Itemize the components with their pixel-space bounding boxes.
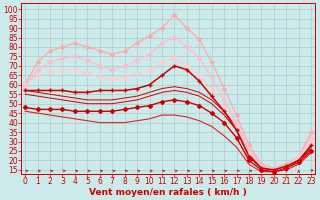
X-axis label: Vent moyen/en rafales ( km/h ): Vent moyen/en rafales ( km/h ) bbox=[89, 188, 247, 197]
